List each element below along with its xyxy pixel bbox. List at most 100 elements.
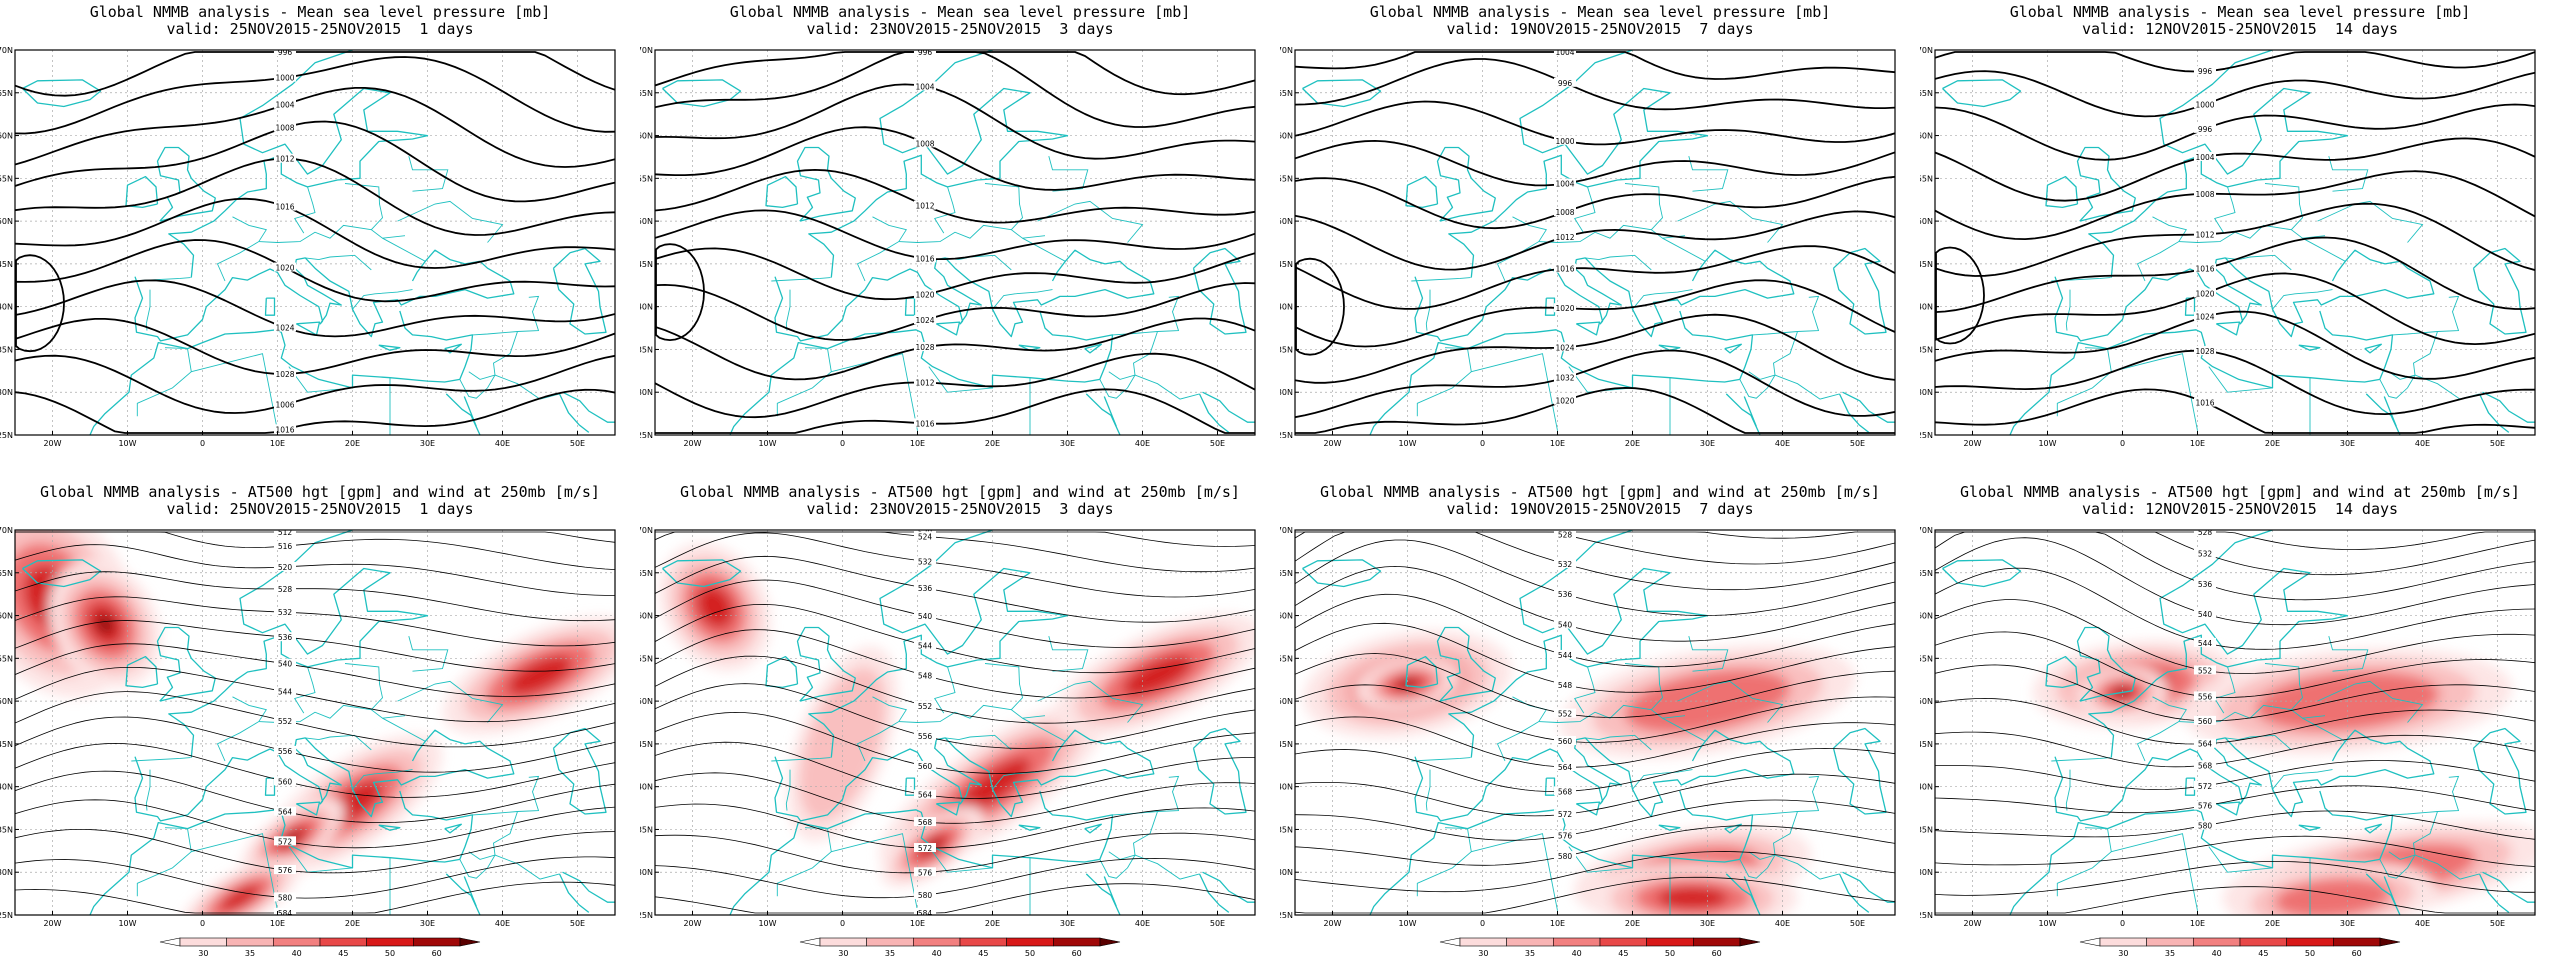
contour-label: 1016 [2195, 265, 2214, 274]
contour-label: 1020 [2195, 289, 2214, 298]
lon-tick-label: 30E [2340, 439, 2355, 448]
lat-tick-label: 30N [0, 388, 13, 397]
lat-tick-label: 70N [1280, 526, 1293, 535]
lon-tick-label: 50E [1210, 919, 1225, 928]
colorbar-swatch [1006, 937, 1054, 947]
lat-tick-label: 25N [640, 431, 653, 440]
contour-label: 532 [918, 557, 933, 566]
contour-label: 1012 [915, 202, 934, 211]
lat-tick-label: 70N [0, 526, 13, 535]
lat-tick-label: 45N [0, 740, 13, 749]
contour-label: 528 [2198, 528, 2213, 537]
lon-tick-label: 10W [2038, 439, 2056, 448]
lon-tick-label: 0 [200, 919, 205, 928]
lat-tick-label: 30N [1280, 868, 1293, 877]
lat-tick-label: 30N [1920, 868, 1933, 877]
contour-label: 544 [278, 688, 293, 697]
lat-tick-label: 65N [640, 569, 653, 578]
map-panel-mslp-1: 996 1000 1004 1008 1012 1016 1020 1024 1028 1006 1… [0, 0, 640, 480]
lat-tick-label: 65N [640, 89, 653, 98]
contour-label: 584 [278, 909, 293, 918]
colorbar-label: 35 [1525, 949, 1535, 958]
colorbar-swatch [913, 937, 961, 947]
lon-tick-label: 20W [43, 439, 61, 448]
lon-tick-label: 0 [2120, 439, 2125, 448]
lon-tick-label: 10W [758, 439, 776, 448]
lat-tick-label: 25N [0, 911, 13, 920]
colorbar-swatch [1506, 937, 1554, 947]
contour-label: 1028 [2195, 347, 2214, 356]
lon-tick-label: 20W [1323, 439, 1341, 448]
lon-tick-label: 40E [1775, 439, 1790, 448]
panel-title: Global NMMB analysis - AT500 hgt [gpm] a… [640, 484, 1280, 518]
colorbar-label: 35 [885, 949, 895, 958]
colorbar-label: 40 [1572, 949, 1582, 958]
lon-tick-label: 0 [840, 919, 845, 928]
lat-tick-label: 35N [640, 825, 653, 834]
contour-label: 1016 [2195, 399, 2214, 408]
panel-title: Global NMMB analysis - AT500 hgt [gpm] a… [1280, 484, 1920, 518]
contour-label: 568 [2198, 761, 2213, 770]
lon-tick-label: 30E [1700, 919, 1715, 928]
lon-tick-label: 10E [910, 439, 925, 448]
lon-tick-label: 20E [1625, 439, 1640, 448]
title-line: Global NMMB analysis - Mean sea level pr… [2009, 3, 2471, 21]
lon-tick-label: 10E [1550, 439, 1565, 448]
lat-tick-label: 45N [1920, 260, 1933, 269]
map-canvas: 512 516 520 528 532 536 540 544 552 556 560 564 572 5… [0, 526, 616, 958]
lat-tick-label: 50N [0, 217, 13, 226]
lat-tick-label: 40N [0, 303, 13, 312]
contour-label: 1020 [1555, 397, 1574, 406]
contour-label: 528 [278, 585, 293, 594]
contour-label: 552 [278, 717, 293, 726]
lat-tick-label: 25N [1920, 431, 1933, 440]
map-canvas: 996 1000 1004 1008 1012 1016 1020 1024 1028 1006 1… [0, 46, 616, 448]
colorbar-label: 50 [385, 949, 395, 958]
lat-tick-label: 65N [0, 89, 13, 98]
lat-tick-label: 50N [640, 217, 653, 226]
coastlines [1942, 530, 2535, 915]
colorbar-label: 45 [338, 949, 348, 958]
lat-tick-label: 60N [640, 132, 653, 141]
contour-lines: 512 516 520 528 532 536 540 544 552 556 560 564 572 5… [15, 530, 615, 918]
map-canvas: 5245285325365405445485525605645685725765… [1280, 526, 1896, 958]
lat-tick-label: 50N [640, 697, 653, 706]
lat-tick-label: 55N [1280, 654, 1293, 663]
colorbar-label: 60 [1072, 949, 1082, 958]
contour-lines: 996 1000 996 1004 1008 1012 1016 1020 1024 1028 10… [1935, 51, 2535, 434]
colorbar-swatch [366, 937, 414, 947]
lon-tick-label: 20E [985, 439, 1000, 448]
lat-tick-label: 65N [1280, 569, 1293, 578]
contour-label: 532 [278, 608, 293, 617]
lon-tick-label: 20E [2265, 439, 2280, 448]
contour-label: 544 [2198, 639, 2213, 648]
colorbar: 30 35 40 45 50 60 [2079, 937, 2401, 958]
colorbar-swatch [1646, 937, 1694, 947]
lat-tick-label: 40N [1920, 783, 1933, 792]
contour-label: 1024 [1555, 343, 1574, 352]
lon-tick-label: 50E [1850, 919, 1865, 928]
colorbar-label: 30 [2118, 949, 2128, 958]
contour-label: 564 [918, 791, 933, 800]
lat-tick-label: 30N [1280, 388, 1293, 397]
contour-label: 1032 [1555, 374, 1574, 383]
valid-line: valid: 12NOV2015-25NOV2015 14 days [2081, 500, 2399, 518]
lon-tick-label: 30E [1060, 919, 1075, 928]
map-frame [1934, 49, 2536, 436]
contour-lines: 5245285325365405445485525605645685725765… [1295, 530, 1895, 914]
lon-tick-label: 0 [1480, 919, 1485, 928]
contour-label: 560 [2198, 717, 2213, 726]
contour-label: 544 [1558, 651, 1573, 660]
colorbar-swatch [2146, 937, 2194, 947]
lat-tick-label: 60N [0, 612, 13, 621]
lat-tick-label: 25N [1280, 911, 1293, 920]
colorbar-label: 35 [245, 949, 255, 958]
lon-tick-label: 40E [495, 439, 510, 448]
lon-tick-label: 10W [1398, 919, 1416, 928]
colorbar-label: 35 [2165, 949, 2175, 958]
contour-label: 556 [278, 747, 293, 756]
colorbar-swatch [1459, 937, 1507, 947]
valid-line: valid: 12NOV2015-25NOV2015 14 days [2081, 20, 2399, 38]
lat-tick-label: 65N [1920, 569, 1933, 578]
contour-label: 540 [1558, 621, 1573, 630]
